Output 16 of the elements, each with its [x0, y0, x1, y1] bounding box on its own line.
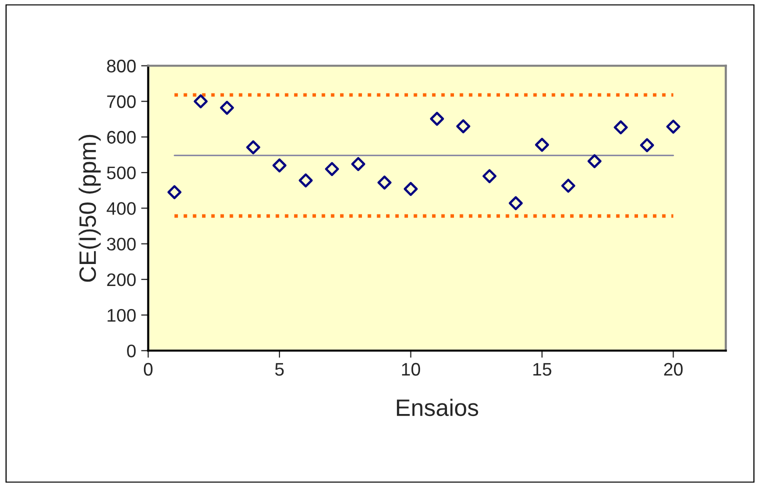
x-tick-label: 15 [533, 363, 552, 376]
y-tick-label: 600 [107, 130, 136, 144]
x-tick-label: 0 [144, 362, 153, 376]
x-axis-title: Ensaios [396, 398, 478, 416]
y-tick-label: 100 [108, 308, 136, 322]
x-tick-label: 20 [664, 362, 683, 376]
x-tick-label: 10 [402, 362, 420, 376]
y-tick-label: 400 [106, 202, 136, 215]
y-tick-label: 0 [127, 344, 136, 358]
y-tick-label: 300 [106, 238, 136, 251]
y-tick-label: 800 [107, 60, 136, 72]
y-tick-label: 200 [107, 273, 136, 286]
y-tick-label: 700 [107, 95, 136, 108]
y-axis-title: CE(I)50 (ppm) [78, 134, 101, 282]
x-tick-label: 5 [275, 363, 284, 376]
y-tick-label: 500 [106, 166, 136, 180]
